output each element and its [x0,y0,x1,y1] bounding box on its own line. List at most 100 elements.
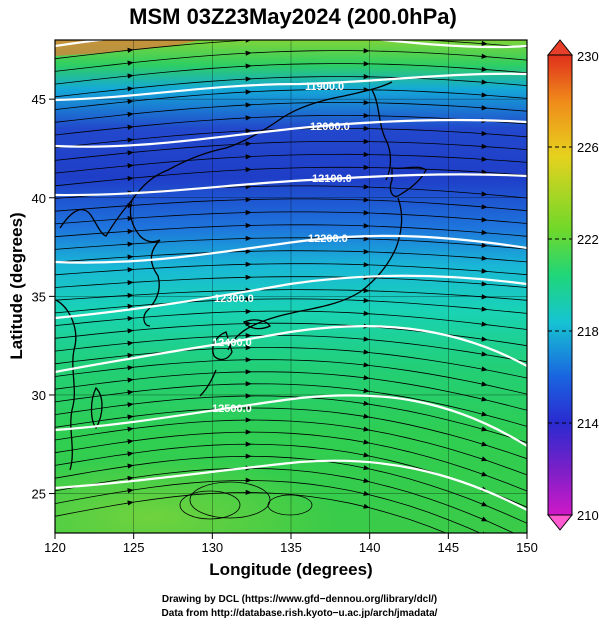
wind-arrow-24-4 [127,340,134,346]
y-axis: 25 30 35 40 45 [32,92,55,502]
streamline-29 [55,395,527,443]
wind-arrow-23-22 [481,336,488,342]
wind-arrow-20-22 [481,294,488,300]
streamline-16 [55,237,527,250]
wind-arrow-10-10 [245,154,252,160]
wind-arrow-3-16 [363,61,370,67]
x-tick-130: 130 [201,540,223,555]
wind-arrow-12-16 [363,184,370,190]
contour-label-12100: 12100.0 [312,173,352,185]
y-tick-35: 35 [32,289,46,304]
anticyclone-swirl-2 [189,481,271,519]
streamline-30 [55,407,527,460]
wind-arrow-18-4 [127,267,134,273]
wind-arrow-17-16 [363,249,370,255]
contour-line-11900 [55,72,527,102]
wind-arrow-28-22 [481,411,488,417]
x-tick-140: 140 [359,540,381,555]
wind-arrow-2-22 [481,53,488,59]
wind-arrow-36-16 [363,490,370,496]
wind-arrow-19-4 [127,280,134,286]
wind-arrow-8-10 [245,128,252,134]
wind-arrow-5-22 [481,92,488,98]
wind-arrow-37-16 [363,503,370,509]
streamline-5 [55,89,527,110]
wind-arrow-33-10 [245,441,252,447]
wind-arrow-20-4 [127,292,134,299]
wind-arrow-31-16 [363,426,370,432]
wind-arrow-0-4 [127,40,134,41]
contour-label-11900: 11900.0 [305,81,344,93]
wind-arrow-35-22 [481,516,488,522]
wind-arrow-6-22 [481,105,488,111]
coast-shikoku [242,319,271,330]
colorbar-max-arrow [546,39,574,56]
wind-arrow-2-10 [245,50,252,56]
y-tick-30: 30 [32,388,46,403]
wind-arrow-19-10 [245,274,252,280]
wind-arrows [127,28,489,554]
wind-arrow-35-4 [127,475,134,481]
wind-arrow-26-10 [245,357,252,363]
wind-arrow-15-10 [245,222,252,229]
wind-arrow-16-10 [245,235,252,242]
wind-arrow-32-22 [481,471,488,477]
x-tick-125: 125 [123,540,145,555]
colorbar-tick-222: 222 [577,232,599,247]
wind-arrow-4-10 [245,76,252,82]
wind-arrow-7-4 [127,124,134,130]
credit-drawing: Drawing by DCL (https://www.gfd−dennou.o… [161,594,438,605]
streamline-21 [55,298,527,314]
wind-arrow-22-4 [127,316,134,322]
contour-line-12200 [55,234,527,264]
wind-arrow-24-16 [363,336,370,342]
wind-arrow-18-16 [363,262,370,268]
wind-arrow-33-16 [363,452,370,458]
wind-arrow-10-22 [481,156,488,162]
colorbar-tick-214: 214 [577,416,599,431]
wind-arrow-2-16 [363,48,370,54]
wind-arrow-21-22 [481,306,488,312]
wind-arrow-1-4 [127,47,134,53]
wind-arrow-8-16 [363,125,370,132]
wind-arrow-32-10 [245,429,252,435]
streamline-15 [55,224,527,238]
coast-sakhalin [371,89,392,181]
wind-arrow-13-16 [363,197,370,203]
wind-arrow-17-10 [245,248,252,255]
contour-line-12100 [55,173,527,197]
contour-line-12500 [55,394,527,447]
wind-arrow-21-16 [363,297,370,304]
x-tick-145: 145 [437,540,459,555]
wind-arrow-34-4 [127,463,134,469]
wind-arrow-16-16 [363,236,370,242]
streamline-24 [55,334,527,363]
wind-arrow-11-4 [127,175,134,182]
wind-arrow-36-10 [245,477,252,483]
streamline-14 [55,211,527,225]
wind-arrow-16-4 [127,241,134,247]
wind-arrow-15-22 [481,229,488,236]
chart-title: MSM 03Z23May2024 (200.0hPa) [129,4,457,29]
anticyclone-swirl-0 [179,490,241,520]
wind-arrow-21-10 [245,296,252,303]
wind-arrow-32-16 [363,439,370,445]
wind-arrow-28-16 [363,387,370,394]
colorbar-tick-marks [548,146,572,424]
contour-line-12300 [55,274,527,320]
wind-arrow-5-4 [127,98,134,105]
x-tick-150: 150 [516,540,538,555]
y-axis-label: Latitude (degrees) [7,212,26,359]
wind-arrow-32-4 [127,438,134,445]
streamline-2 [55,50,527,72]
map-plot: 11900.0 12000.0 12100.0 12200.0 12300.0 … [55,28,527,554]
wind-arrow-9-22 [481,143,488,149]
wind-arrow-0-22 [482,28,488,34]
streamline-32 [55,431,527,492]
wind-arrow-34-10 [245,453,252,459]
wind-arrow-9-4 [127,150,134,156]
wind-arrow-37-22 [481,547,489,554]
coast-kyushu [212,331,233,361]
wind-arrow-24-10 [245,332,252,339]
streamline-19 [55,276,527,288]
